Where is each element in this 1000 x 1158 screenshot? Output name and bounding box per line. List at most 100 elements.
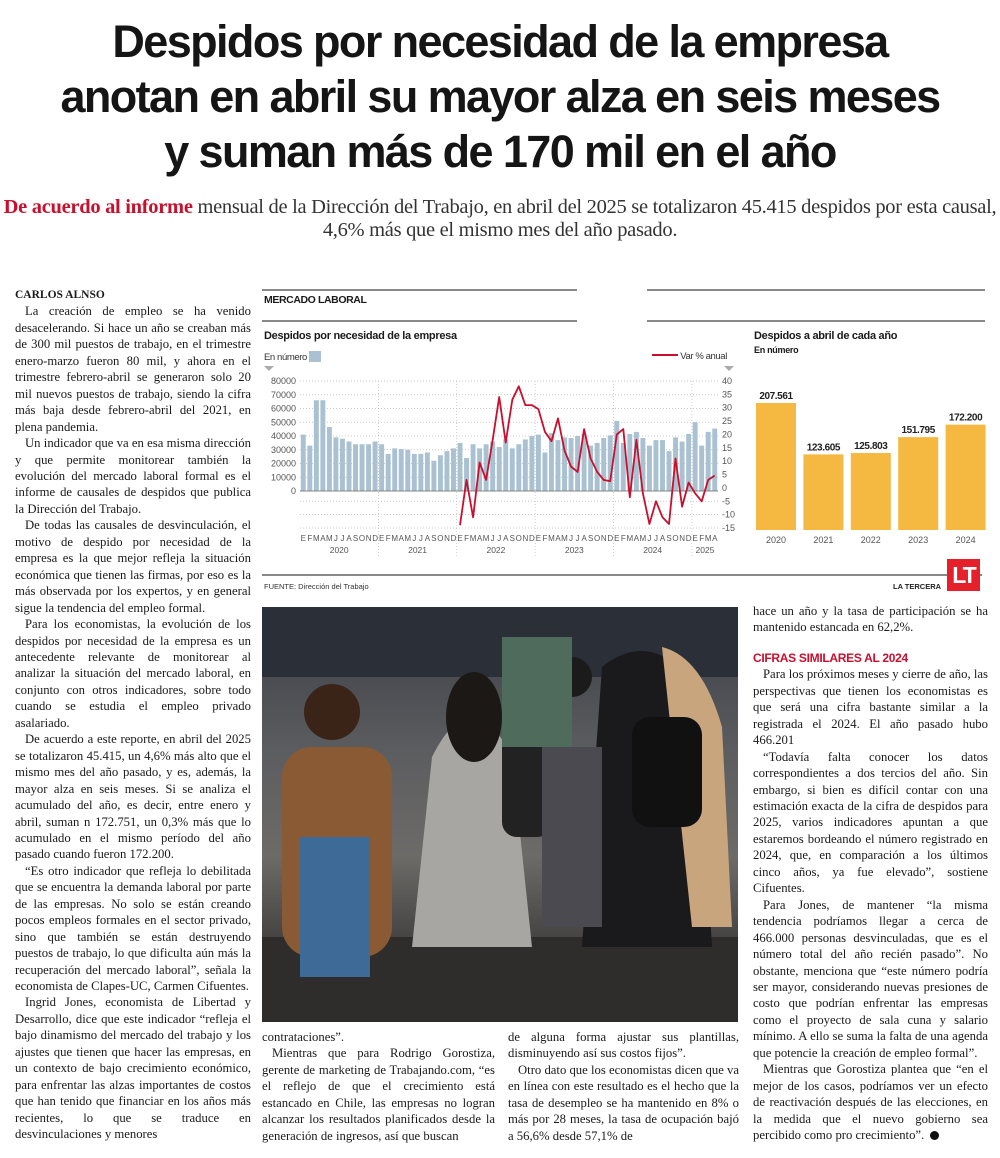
brand-name: LA TERCERA (893, 582, 942, 591)
divider (262, 574, 982, 576)
month-label: M (561, 534, 568, 543)
bar (594, 442, 600, 491)
year-label: 2020 (766, 535, 786, 545)
left-tick-label: 10000 (271, 472, 296, 482)
bar (339, 438, 345, 491)
paragraph: Para los próximos meses y cierre de año,… (753, 667, 988, 748)
bar (548, 433, 554, 491)
month-label: F (307, 534, 312, 543)
month-label: M (640, 534, 647, 543)
month-label: A (503, 534, 509, 543)
month-label: A (712, 534, 718, 543)
year-label: 2024 (956, 535, 976, 545)
month-label: M (470, 534, 477, 543)
bar (679, 441, 685, 491)
bar-value-label: 123.605 (807, 442, 841, 453)
bar (686, 433, 692, 491)
bar (313, 400, 319, 491)
right-column: hace un año y la tasa de participación s… (753, 603, 988, 1144)
month-label: N (444, 534, 450, 543)
middle-column-b: de alguna forma ajustar sus plantillas, … (508, 1029, 739, 1144)
bar (451, 448, 456, 491)
bar (660, 440, 665, 491)
month-label: S (510, 534, 515, 543)
left-tick-label: 0 (291, 486, 296, 496)
month-label: F (542, 534, 547, 543)
bar-value-label: 172.200 (949, 413, 983, 424)
bar (666, 451, 672, 491)
paragraph: Mientras que para Rodrigo Gorostiza, ger… (262, 1046, 495, 1143)
month-label: O (672, 534, 678, 543)
month-label: N (601, 534, 607, 543)
left-tick-label: 60000 (271, 404, 296, 414)
right-tick-label: 5 (722, 470, 727, 480)
bar (326, 427, 332, 491)
bar (366, 444, 372, 491)
bar (470, 444, 476, 491)
year-label: 2021 (813, 535, 833, 545)
bar (307, 445, 313, 491)
month-label: M (391, 534, 398, 543)
month-label: D (607, 534, 613, 543)
left-tick-label: 30000 (271, 445, 296, 455)
bar (692, 422, 698, 491)
month-label: D (372, 534, 378, 543)
bar (359, 444, 365, 491)
left-tick-label: 20000 (271, 459, 296, 469)
paragraph: Para los economistas, la evolución de lo… (15, 617, 251, 730)
source-note: FUENTE: Dirección del Trabajo (264, 582, 369, 591)
month-label: M (404, 534, 411, 543)
month-label: J (412, 534, 416, 543)
right-tick-label: 35 (722, 389, 732, 399)
month-label: A (346, 534, 352, 543)
bar (522, 439, 528, 491)
paragraph: De todas las causales de desvinculación,… (15, 518, 251, 615)
paragraph: Para Jones, de mantener “la misma tenden… (753, 897, 988, 1060)
month-label: N (679, 534, 685, 543)
bar (398, 449, 404, 491)
bar (620, 442, 626, 491)
chart2-svg: 207.561 2020 123.605 2021 125.803 2022 151.795… (756, 391, 986, 545)
paragraph: “Todavía falta conocer los datos corresp… (753, 749, 988, 896)
left-column: CARLOS ALNSO La creación de empleo se ha… (15, 287, 251, 1143)
month-label: F (464, 534, 469, 543)
left-axis-marker-icon (264, 366, 274, 371)
chart1-left-label: En número (264, 351, 322, 363)
right-tick-label: -10 (722, 510, 735, 520)
middle-column-a: contrataciones”. Mientras que para Rodrig… (262, 1029, 495, 1144)
bar (490, 441, 496, 491)
chart1-title: Despidos por necesidad de la empresa (264, 330, 457, 342)
paragraph: “Es otro indicador que refleja lo debili… (15, 863, 251, 994)
year-label: 2022 (486, 545, 505, 555)
photo-illustration (262, 607, 738, 1022)
bar (509, 448, 515, 491)
month-label: M (626, 534, 633, 543)
bar (627, 433, 633, 491)
month-label: J (334, 534, 338, 543)
month-label: A (477, 534, 483, 543)
bar (411, 453, 417, 491)
section-label: MERCADO LABORAL (264, 294, 367, 306)
month-label: M (483, 534, 490, 543)
bar (431, 460, 437, 491)
bar (607, 435, 613, 491)
headline-line: y suman más de 170 mil en el año (164, 126, 837, 177)
year-bar (850, 453, 891, 530)
bar (346, 441, 352, 491)
bar (640, 438, 646, 491)
bar (601, 438, 607, 491)
month-label: O (594, 534, 600, 543)
bar (372, 441, 378, 491)
month-label: E (301, 534, 306, 543)
paragraph: contrataciones”. (262, 1030, 345, 1044)
paragraph: Mientras que Gorostiza plantea que “en e… (753, 1062, 988, 1143)
bar (712, 428, 718, 491)
month-label: O (359, 534, 365, 543)
bar (646, 445, 652, 491)
bar (516, 444, 522, 491)
year-label: 2022 (861, 535, 881, 545)
bar (392, 448, 398, 491)
right-tick-label: 20 (722, 429, 732, 439)
bar (699, 445, 705, 491)
bar (535, 434, 541, 491)
